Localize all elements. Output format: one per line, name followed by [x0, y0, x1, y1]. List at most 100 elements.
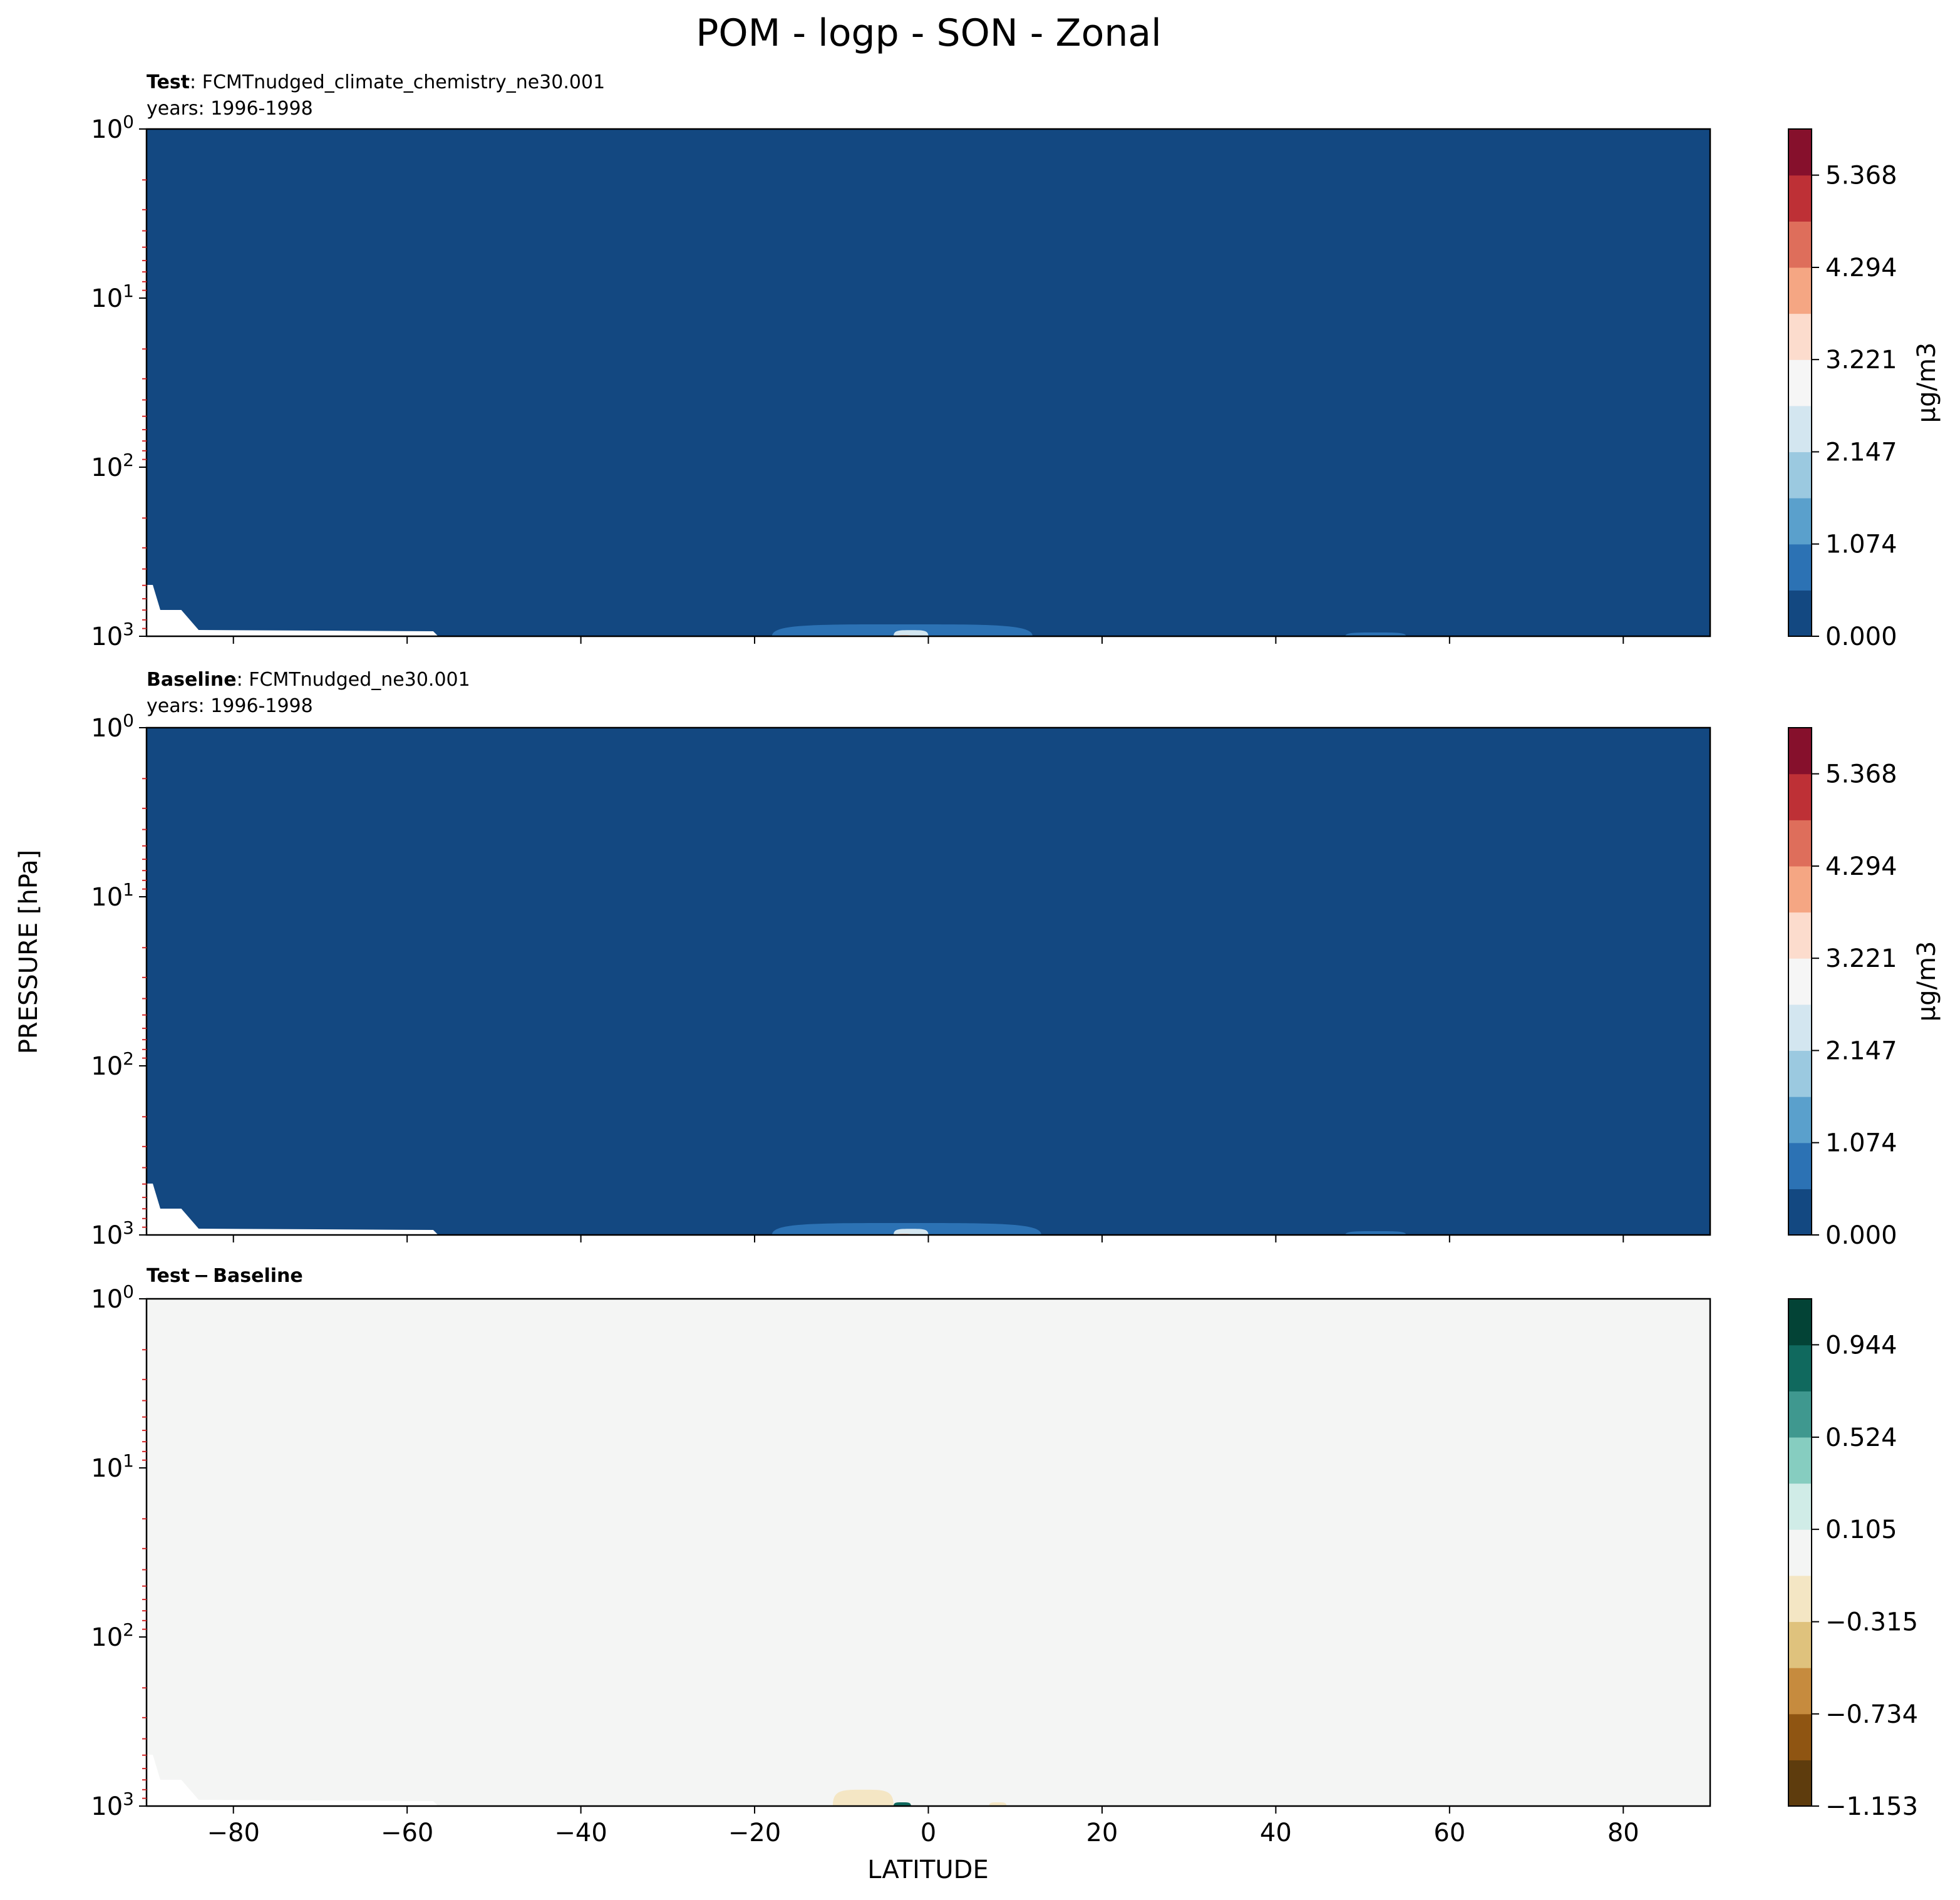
panel-0-missing-region	[147, 585, 438, 636]
colorbar-band	[1788, 1760, 1812, 1807]
y-tick-label: 100	[91, 111, 134, 144]
panel-1-contour-region	[1345, 1231, 1406, 1235]
y-tick-label: 102	[91, 1619, 134, 1652]
x-tick-label: 20	[1086, 1819, 1118, 1847]
colorbar-band	[1788, 1299, 1812, 1346]
colorbar-band	[1788, 221, 1812, 268]
x-tick-label: 40	[1260, 1819, 1292, 1847]
y-tick-label: 103	[91, 1789, 134, 1821]
colorbar-band	[1788, 267, 1812, 314]
panel-0-background-fill	[147, 129, 1710, 636]
panel-2-colorbar: −1.153 −0.734 −0.315 0.105 0.524 0.944	[1788, 1298, 1918, 1821]
panel-1-colorbar: 0.000 1.074 2.147 3.221 4.294 5.368 μg/m3	[1788, 727, 1941, 1250]
colorbar-frame	[1788, 727, 1812, 1236]
panel-0-plot: 100 101 102 103	[91, 111, 1711, 651]
colorbar-band	[1788, 1483, 1812, 1530]
colorbar-band	[1788, 958, 1812, 1005]
colorbar-band	[1788, 313, 1812, 360]
y-tick-label: 101	[91, 879, 134, 912]
y-tick-label: 103	[91, 619, 134, 651]
colorbar-tick-label: 0.944	[1825, 1331, 1897, 1360]
colorbar-frame	[1788, 1298, 1812, 1807]
panel-test-title-case: FCMTnudged_climate_chemistry_ne30.001	[202, 71, 606, 93]
y-tick-label: 102	[91, 1048, 134, 1081]
y-tick-label: 101	[91, 1450, 134, 1483]
colorbar-band	[1788, 544, 1812, 591]
colorbar-band	[1788, 1097, 1812, 1144]
x-tick-label: −20	[728, 1819, 781, 1847]
colorbar-tick-label: 3.221	[1825, 346, 1897, 374]
panel-test-title: Test: FCMTnudged_climate_chemistry_ne30.…	[147, 70, 605, 95]
panel-0-contour-region	[1345, 632, 1406, 636]
panel-2-background-fill	[147, 1299, 1710, 1806]
colorbar-band	[1788, 1142, 1812, 1189]
colorbar-band	[1788, 175, 1812, 222]
colorbar-band	[1788, 498, 1812, 545]
colorbar-band	[1788, 1391, 1812, 1438]
colorbar-band	[1788, 1004, 1812, 1051]
colorbar-label: μg/m3	[1912, 343, 1941, 423]
panel-1-plot: 100 101 102 103	[91, 710, 1711, 1250]
panel-diff-title: Test − Baseline	[147, 1264, 303, 1289]
colorbar-band	[1788, 1621, 1812, 1668]
panel-baseline-title-sep: :	[236, 669, 249, 691]
colorbar-tick-label: −0.315	[1825, 1608, 1918, 1637]
x-tick-label: 80	[1607, 1819, 1639, 1847]
colorbar-tick-label: 4.294	[1825, 254, 1897, 282]
panel-1-background-fill	[147, 728, 1710, 1235]
y-tick-label: 100	[91, 710, 134, 743]
colorbar-band	[1788, 359, 1812, 406]
colorbar-band	[1788, 1713, 1812, 1760]
y-tick-label: 102	[91, 450, 134, 482]
panel-2-plot: 100 101 102 103 −80 −60 −40 −20 0 20 40 60 80	[91, 1281, 1711, 1847]
x-axis-label: LATITUDE	[867, 1856, 989, 1884]
colorbar-band	[1788, 912, 1812, 959]
x-tick-label: 60	[1433, 1819, 1465, 1847]
colorbar-band	[1788, 1345, 1812, 1391]
colorbar-tick-label: 5.368	[1825, 162, 1897, 190]
colorbar-band	[1788, 1189, 1812, 1236]
colorbar-tick-label: 0.105	[1825, 1515, 1897, 1544]
colorbar-frame	[1788, 128, 1812, 637]
colorbar-band	[1788, 728, 1812, 775]
colorbar-band	[1788, 820, 1812, 867]
panel-baseline-title-case: FCMTnudged_ne30.001	[249, 669, 470, 691]
panel-2-contour-region	[894, 1802, 911, 1806]
colorbar-band	[1788, 1437, 1812, 1484]
colorbar-tick-label: 3.221	[1825, 944, 1897, 973]
colorbar-tick-label: 0.000	[1825, 1221, 1897, 1250]
panel-baseline-subtitle: years: 1996-1998	[147, 695, 313, 717]
panel-baseline-title: Baseline: FCMTnudged_ne30.001	[147, 668, 470, 693]
y-tick-label: 101	[91, 281, 134, 313]
panel-1-missing-region	[147, 1184, 438, 1235]
colorbar-band	[1788, 590, 1812, 637]
colorbar-band	[1788, 129, 1812, 176]
x-tick-label: 0	[921, 1819, 936, 1847]
panel-2-missing-region	[147, 1755, 438, 1806]
colorbar-band	[1788, 1050, 1812, 1097]
colorbar-tick-label: 2.147	[1825, 438, 1897, 467]
colorbar-tick-label: 5.368	[1825, 760, 1897, 789]
figure-title: POM - logp - SON - Zonal	[696, 11, 1162, 55]
panel-diff-title-bold: Test − Baseline	[147, 1265, 303, 1287]
y-tick-label: 103	[91, 1217, 134, 1250]
panel-2-contour-region	[989, 1802, 1007, 1806]
colorbar-tick-label: −0.734	[1825, 1700, 1918, 1729]
y-tick-label: 100	[91, 1281, 134, 1314]
x-tick-label: −80	[207, 1819, 260, 1847]
colorbar-band	[1788, 865, 1812, 913]
colorbar-band	[1788, 452, 1812, 498]
x-tick-label: −60	[381, 1819, 433, 1847]
colorbar-tick-label: 0.000	[1825, 622, 1897, 651]
colorbar-tick-label: 1.074	[1825, 1129, 1897, 1158]
colorbar-label: μg/m3	[1912, 941, 1941, 1022]
panel-2-contour-region	[832, 1789, 894, 1806]
colorbar-band	[1788, 773, 1812, 820]
panel-test-title-bold: Test	[147, 71, 190, 93]
panel-0-contour-region	[894, 630, 929, 636]
colorbar-tick-label: 4.294	[1825, 852, 1897, 881]
panel-test-subtitle: years: 1996-1998	[147, 98, 313, 120]
colorbar-tick-label: 1.074	[1825, 530, 1897, 559]
colorbar-tick-label: 2.147	[1825, 1036, 1897, 1065]
